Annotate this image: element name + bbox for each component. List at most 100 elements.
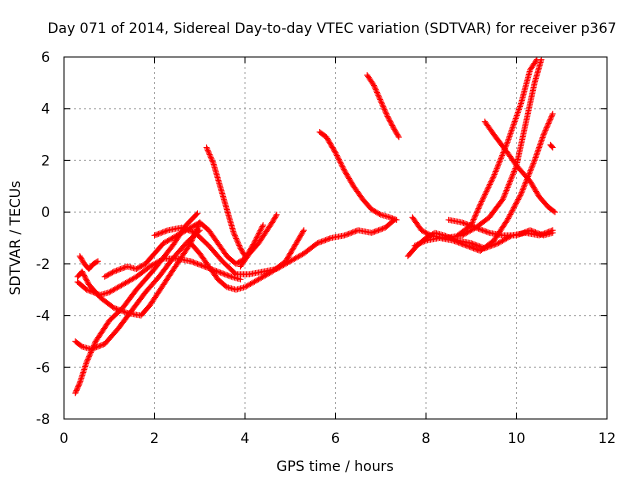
data-point — [194, 210, 201, 217]
data-point — [73, 387, 80, 394]
data-point — [472, 224, 479, 231]
data-point — [213, 268, 220, 275]
data-point — [546, 119, 553, 126]
data-point — [470, 223, 477, 230]
data-point — [86, 352, 93, 359]
data-point — [389, 215, 396, 222]
data-point — [521, 182, 528, 189]
data-point — [193, 211, 200, 218]
data-point — [110, 268, 117, 275]
data-point — [318, 238, 325, 245]
data-point — [164, 237, 171, 244]
data-point — [502, 188, 509, 195]
data-point — [257, 227, 264, 234]
data-point — [118, 265, 125, 272]
data-point — [488, 178, 495, 185]
data-point — [518, 191, 525, 198]
data-point — [513, 112, 520, 119]
x-tick-label: 0 — [60, 431, 69, 447]
series-track-j — [237, 211, 280, 270]
data-point — [313, 241, 320, 248]
data-point — [376, 210, 383, 217]
data-point — [531, 228, 538, 235]
data-point — [159, 256, 166, 263]
data-point — [551, 209, 558, 216]
data-point — [544, 121, 551, 128]
data-point — [544, 123, 551, 130]
data-point — [117, 266, 124, 273]
data-point — [174, 232, 181, 239]
data-point — [381, 106, 388, 113]
data-point — [421, 228, 428, 235]
data-point — [91, 289, 98, 296]
data-point — [342, 231, 349, 238]
data-point — [89, 288, 96, 295]
series-track-p — [454, 56, 540, 239]
series-track-b — [72, 227, 203, 353]
data-point — [345, 230, 352, 237]
data-point — [113, 267, 120, 274]
data-point — [335, 156, 342, 163]
data-point — [479, 227, 486, 234]
series-track-s — [547, 141, 556, 151]
data-point — [377, 97, 384, 104]
data-point — [471, 213, 478, 220]
data-point — [508, 175, 515, 182]
data-point — [368, 229, 375, 236]
data-point — [539, 135, 546, 142]
data-point — [527, 167, 534, 174]
y-tick-label: -4 — [36, 309, 50, 325]
data-point — [154, 231, 161, 238]
data-point — [505, 136, 512, 143]
data-point — [236, 242, 243, 249]
data-point — [519, 188, 526, 195]
data-point — [237, 276, 244, 283]
data-point — [507, 131, 514, 138]
data-point — [477, 199, 484, 206]
data-point — [533, 56, 540, 63]
data-point — [537, 231, 544, 238]
data-point — [82, 275, 89, 282]
data-point — [528, 164, 535, 171]
data-point — [84, 278, 91, 285]
data-point — [191, 259, 198, 266]
data-point — [527, 227, 534, 234]
data-point — [176, 231, 183, 238]
data-point — [501, 191, 508, 198]
data-point — [80, 271, 87, 278]
data-point — [461, 220, 468, 227]
data-point — [496, 158, 503, 165]
data-point — [169, 235, 176, 241]
data-point — [106, 270, 113, 277]
data-point — [272, 213, 279, 220]
data-point — [137, 263, 144, 270]
data-point — [520, 229, 527, 236]
data-point — [372, 86, 379, 93]
data-point — [173, 232, 180, 239]
data-point — [203, 144, 210, 151]
data-point — [89, 345, 96, 352]
data-point — [376, 95, 383, 102]
data-point — [509, 172, 516, 179]
data-point — [86, 287, 93, 294]
data-point — [489, 175, 496, 182]
data-point — [380, 105, 387, 112]
data-point — [511, 118, 518, 125]
data-point — [389, 122, 396, 129]
data-point — [72, 388, 79, 395]
data-point — [528, 227, 535, 234]
data-point — [506, 180, 513, 187]
data-point — [227, 273, 234, 280]
data-point — [467, 244, 474, 251]
data-point — [373, 209, 380, 216]
data-point — [477, 201, 484, 208]
data-point — [374, 90, 381, 97]
data-point — [258, 226, 265, 233]
data-point — [349, 229, 356, 236]
data-point — [340, 166, 347, 173]
data-point — [122, 309, 129, 316]
x-axis-label: GPS time / hours — [276, 459, 393, 475]
data-point — [231, 270, 238, 277]
data-point — [534, 150, 541, 157]
data-point — [534, 148, 541, 155]
